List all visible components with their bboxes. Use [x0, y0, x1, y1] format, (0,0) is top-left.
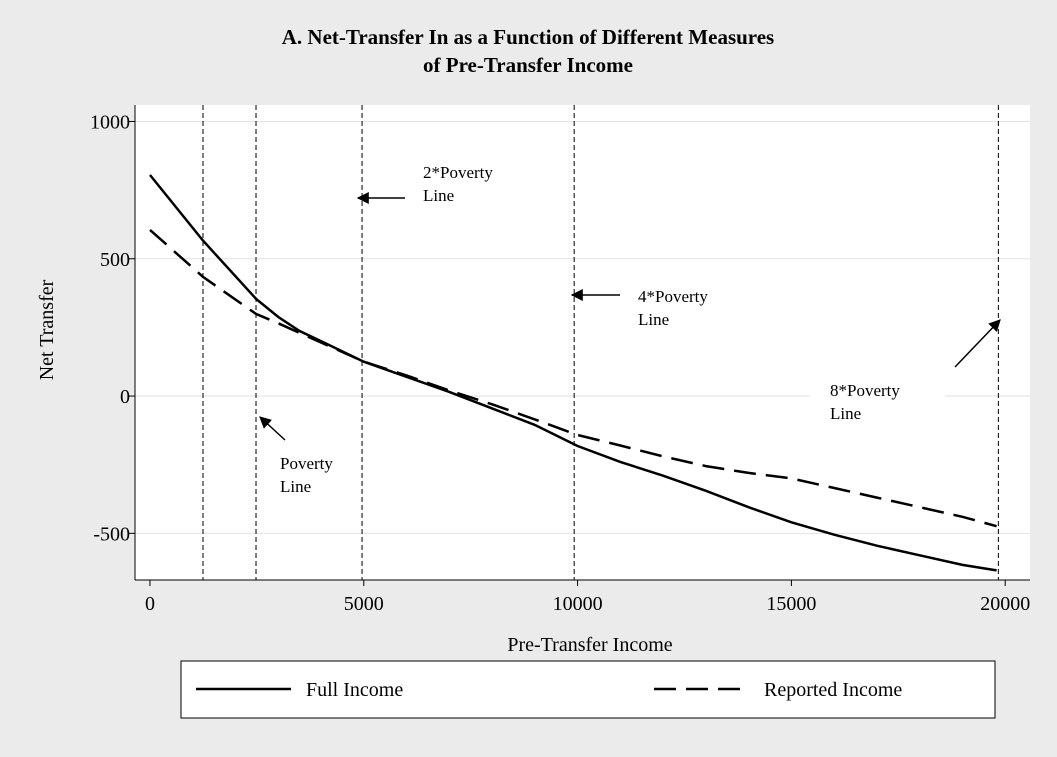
series-line — [149, 174, 997, 572]
legend-label: Full Income — [306, 679, 403, 701]
annotation-text: 8*Poverty — [830, 381, 900, 400]
x-axis-label: Pre-Transfer Income — [507, 634, 672, 656]
chart-title: A. Net-Transfer In as a Function of Diff… — [282, 25, 774, 49]
legend-label: Reported Income — [764, 679, 902, 701]
annotation-text: Line — [280, 477, 311, 496]
series-line — [149, 228, 997, 528]
annotation-arrow — [259, 416, 286, 441]
y-axis-label: Net Transfer — [36, 279, 58, 380]
y-tick-label: -500 — [93, 523, 130, 545]
annotation-text: 2*Poverty — [423, 163, 493, 182]
annotation-text: Line — [830, 404, 861, 423]
chart-title: of Pre-Transfer Income — [423, 53, 633, 77]
x-tick-label: 0 — [145, 593, 155, 615]
annotation-text: Line — [638, 310, 669, 329]
plot-area — [135, 105, 1030, 580]
x-tick-label: 15000 — [766, 593, 816, 615]
annotation-arrow — [954, 319, 1001, 368]
x-tick-label: 10000 — [553, 593, 603, 615]
x-tick-label: 5000 — [344, 593, 384, 615]
y-tick-label: 500 — [100, 249, 130, 271]
annotation-text: Poverty — [280, 454, 333, 473]
y-tick-label: 1000 — [90, 111, 130, 133]
x-tick-label: 20000 — [980, 593, 1030, 615]
annotation-text: 4*Poverty — [638, 287, 708, 306]
annotation-text: Line — [423, 186, 454, 205]
annotation-box — [810, 376, 945, 426]
legend-box — [180, 660, 996, 719]
y-tick-label: 0 — [120, 386, 130, 408]
